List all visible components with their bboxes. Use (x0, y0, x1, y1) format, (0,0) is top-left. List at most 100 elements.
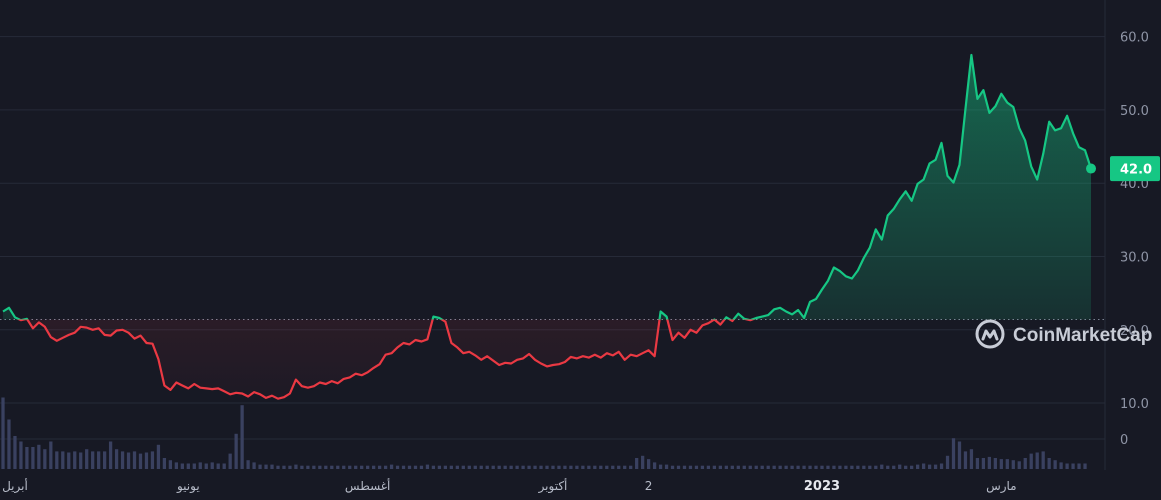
volume-bar (838, 465, 842, 469)
volume-bar (1035, 452, 1039, 469)
volume-bar (282, 465, 286, 469)
y-tick-label: 50.0 (1120, 104, 1149, 119)
volume-bar (844, 465, 848, 469)
volume-bar (617, 465, 621, 469)
volume-bar (509, 465, 513, 469)
volume-bar (862, 465, 866, 469)
volume-bar (969, 449, 974, 469)
volume-bar (198, 462, 202, 469)
volume-bar (318, 465, 322, 469)
volume-bar (73, 451, 77, 469)
volume-bar (682, 465, 687, 469)
volume-bar (204, 463, 208, 469)
volume-bar (312, 465, 316, 469)
x-tick-label: يونيو (176, 479, 200, 494)
volume-bar (611, 465, 615, 469)
volume-bar (575, 465, 579, 469)
volume-bar (126, 452, 131, 469)
volume-bar (437, 465, 442, 469)
volume-bar (927, 464, 932, 469)
volume-bar (593, 465, 597, 469)
current-price-badge: 42.0 (1110, 156, 1160, 182)
y-tick-label: 30.0 (1120, 250, 1149, 265)
volume-bar (7, 419, 11, 469)
volume-bar (49, 441, 53, 469)
volume-bar (694, 465, 699, 469)
volume-bar (395, 465, 400, 469)
volume-bar (455, 465, 459, 469)
volume-bar (25, 447, 29, 469)
volume-bar (342, 465, 346, 469)
volume-bar (933, 464, 938, 469)
volume-bar (850, 465, 854, 469)
volume-bar (772, 465, 776, 469)
volume-bar (569, 465, 573, 469)
volume-bar (730, 465, 734, 469)
volume-bar (533, 465, 537, 469)
volume-bar (79, 452, 83, 469)
volume-bar (527, 465, 531, 469)
brand-name: CoinMarketCap (1013, 325, 1152, 346)
volume-bar (443, 465, 448, 469)
volume-bar (742, 465, 746, 469)
volume-bar (192, 463, 196, 469)
volume-bar (461, 465, 465, 469)
volume-bar (605, 465, 609, 469)
volume-bar (168, 460, 173, 469)
volume-bar (670, 465, 675, 469)
volume-bar (497, 465, 501, 469)
volume-bar (162, 458, 167, 469)
volume-bar (336, 465, 340, 469)
volume-bar (37, 444, 41, 469)
volume-bar (706, 465, 711, 469)
volume-bar (431, 465, 436, 469)
volume-bar (724, 465, 728, 469)
volume-bar (324, 465, 328, 469)
volume-bar (413, 465, 418, 469)
volume-bar (521, 465, 525, 469)
volume-bar (820, 465, 824, 469)
volume-bar (449, 465, 453, 469)
volume-bar (288, 465, 292, 469)
volume-bar (886, 465, 890, 469)
volume-bar (814, 465, 818, 469)
volume-bar (210, 462, 214, 469)
volume-bar (635, 458, 639, 469)
current-price-label: 42.0 (1120, 163, 1152, 178)
volume-bar (515, 465, 519, 469)
volume-bar (485, 465, 489, 469)
volume-bar (240, 405, 244, 469)
volume-bar (700, 465, 705, 469)
volume-bar (999, 459, 1003, 469)
volume-bar (557, 465, 561, 469)
volume-bar (366, 465, 370, 469)
volume-bar (796, 465, 800, 469)
volume-bar (1071, 463, 1075, 469)
volume-bar (826, 465, 830, 469)
volume-bar (132, 451, 137, 469)
volume-bar (234, 433, 238, 469)
brand-watermark: CoinMarketCap (975, 319, 1152, 349)
volume-bar (228, 453, 232, 469)
price-line-down (17, 319, 756, 400)
volume-bar (306, 465, 310, 469)
volume-bar (712, 465, 717, 469)
volume-bar (85, 449, 89, 469)
volume-bar (108, 441, 113, 469)
volume-bar (156, 444, 161, 469)
volume-bar (300, 465, 304, 469)
volume-bar (1, 397, 5, 469)
volume-bar (963, 451, 968, 469)
volume-bar (581, 465, 585, 469)
volume-bar (348, 465, 352, 469)
volume-bar (957, 441, 962, 469)
x-tick-label: مارس (986, 479, 1017, 494)
current-price-badge-bg (1110, 156, 1160, 182)
x-tick-label: أغسطس (345, 478, 390, 494)
volume-bar (658, 464, 663, 469)
price-line-up (2, 53, 1093, 320)
volume-bar (222, 463, 226, 469)
volume-bar (425, 464, 430, 469)
volume-bar (778, 465, 782, 469)
